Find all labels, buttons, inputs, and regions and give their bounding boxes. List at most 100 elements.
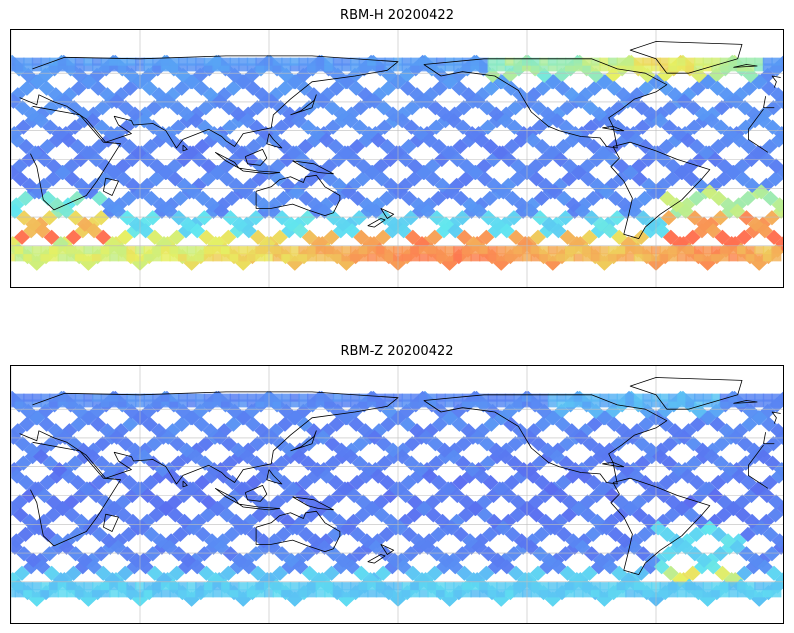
swath-cell xyxy=(761,80,777,96)
swath-cell xyxy=(745,559,762,575)
swath-cell xyxy=(674,164,690,180)
swath-cell xyxy=(277,416,293,432)
swath-cell xyxy=(764,210,780,226)
swath-cell xyxy=(421,132,438,148)
swath-cell xyxy=(535,80,551,96)
swath-cell xyxy=(737,100,753,116)
swath-cell xyxy=(90,80,107,96)
coastline-cuba xyxy=(602,126,625,132)
swath-cell xyxy=(390,74,407,90)
swath-cell xyxy=(679,132,696,148)
swath-cell xyxy=(40,589,51,598)
swath-cell xyxy=(117,253,128,262)
swath-cell xyxy=(668,393,679,402)
swath-cell xyxy=(33,449,49,465)
swath-cell xyxy=(143,246,154,255)
swath-cell xyxy=(349,475,365,491)
swath-cell xyxy=(440,145,457,161)
swath-cell xyxy=(766,565,782,581)
swath-cell xyxy=(595,145,611,161)
swath-cell xyxy=(350,393,360,402)
swath-cell xyxy=(754,253,765,262)
swath-cell xyxy=(367,246,378,255)
swath-cell xyxy=(351,546,368,562)
swath-cell xyxy=(754,57,765,66)
swath-cell xyxy=(642,399,653,408)
swath-cell xyxy=(55,164,71,180)
swath-cell xyxy=(519,500,536,516)
swath-cell xyxy=(175,403,191,419)
swath-cell xyxy=(248,546,264,562)
swath-cell xyxy=(130,481,147,497)
swath-cell xyxy=(491,145,508,161)
swath-cell xyxy=(270,507,287,523)
swath-cell xyxy=(209,500,226,516)
swath-cell xyxy=(722,462,739,478)
swath-cell xyxy=(418,582,429,591)
swath-cell xyxy=(469,429,486,445)
swath-cell xyxy=(93,546,110,562)
swath-cell xyxy=(668,399,679,408)
swath-cell xyxy=(275,190,292,206)
swath-cell xyxy=(660,546,677,562)
coastline-borneo xyxy=(244,485,268,502)
swath-cell xyxy=(194,139,211,155)
swath-cell xyxy=(659,246,670,255)
swath-cell xyxy=(69,190,85,206)
swath-cell xyxy=(504,190,521,206)
swath-cell xyxy=(289,399,300,408)
coastline-nz1 xyxy=(380,208,395,219)
swath-cell xyxy=(767,507,783,523)
swath-cell xyxy=(655,513,671,529)
swath-cell xyxy=(127,442,143,458)
swath-cell xyxy=(221,393,231,402)
coastline-namerica xyxy=(423,58,668,149)
swath-cell xyxy=(250,229,266,245)
swath-cell xyxy=(249,100,266,116)
map-panel-rbm-h[interactable] xyxy=(10,29,784,288)
swath-cell xyxy=(401,589,412,598)
swath-cell xyxy=(141,80,158,96)
swath-cell xyxy=(212,582,223,591)
swath-cell xyxy=(100,582,111,591)
swath-cell xyxy=(573,63,584,72)
swath-cell xyxy=(385,106,401,122)
swath-cell xyxy=(460,87,477,103)
swath-cell xyxy=(143,582,154,591)
map-panel-rbm-z[interactable] xyxy=(10,365,784,624)
swath-cell xyxy=(169,582,180,591)
swath-cell xyxy=(307,197,324,213)
swath-cell xyxy=(287,74,304,90)
swath-cell xyxy=(92,582,102,591)
swath-cell xyxy=(230,106,247,122)
coastline-africa xyxy=(748,444,764,466)
swath-cell xyxy=(367,57,378,66)
swath-cell xyxy=(427,582,438,591)
swath-cell xyxy=(184,74,201,90)
swath-cell xyxy=(154,462,171,478)
swath-cell xyxy=(307,393,317,402)
swath-cell xyxy=(674,500,690,516)
swath-cell xyxy=(609,546,626,562)
swath-cell xyxy=(573,429,589,445)
swath-cell xyxy=(635,210,652,226)
swath-cell xyxy=(543,145,560,161)
swath-cell xyxy=(728,393,739,402)
swath-cell xyxy=(556,63,567,72)
swath-cell xyxy=(109,589,120,598)
swath-cell xyxy=(741,80,758,96)
swath-cell xyxy=(263,429,280,445)
swath-cell xyxy=(176,513,193,529)
swath-cell xyxy=(547,57,558,66)
swath-cell xyxy=(513,197,530,213)
swath-cell xyxy=(745,63,756,72)
swath-cell xyxy=(137,223,154,239)
swath-cell xyxy=(375,565,392,581)
swath-cell xyxy=(685,582,696,591)
swath-cell xyxy=(556,589,567,598)
swath-cell xyxy=(20,403,37,419)
swath-cell xyxy=(556,57,567,66)
swath-cell xyxy=(289,582,300,591)
swath-cell xyxy=(127,106,143,122)
swath-cell xyxy=(513,253,524,262)
